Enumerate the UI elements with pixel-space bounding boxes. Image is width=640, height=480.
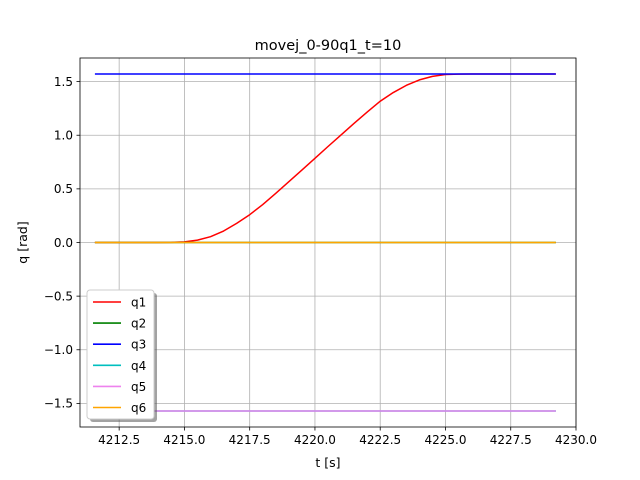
x-tick-label: 4225.0 <box>424 433 466 447</box>
x-axis-label: t [s] <box>315 455 340 470</box>
y-tick-label: 1.0 <box>54 129 73 143</box>
y-tick-label: 1.5 <box>54 75 73 89</box>
x-tick-label: 4215.0 <box>163 433 205 447</box>
legend-label-q3: q3 <box>131 338 146 352</box>
y-tick-label: 0.0 <box>54 236 73 250</box>
y-tick-label: −0.5 <box>44 289 73 303</box>
y-axis-label: q [rad] <box>15 221 30 263</box>
series-line-q1 <box>94 73 556 244</box>
x-tick-label: 4222.5 <box>359 433 401 447</box>
x-tick-label: 4227.5 <box>490 433 532 447</box>
legend-label-q5: q5 <box>131 380 146 394</box>
legend-label-q1: q1 <box>131 296 146 310</box>
y-tick-label: 0.5 <box>54 182 73 196</box>
series-lines <box>94 73 556 412</box>
x-tick-label: 4220.0 <box>294 433 336 447</box>
axis-ticks: 4212.5 4215.0 4217.5 4220.0 4222.5 4225.0 4227… <box>44 75 597 447</box>
legend: q1 q2 q3 q4 q5 q6 <box>86 289 157 422</box>
y-tick-label: −1.0 <box>44 343 73 357</box>
legend-label-q6: q6 <box>131 401 146 415</box>
x-tick-label: 4212.5 <box>98 433 140 447</box>
y-tick-label: −1.5 <box>44 397 73 411</box>
chart-title: movej_0-90q1_t=10 <box>255 38 402 54</box>
x-tick-label: 4230.0 <box>555 433 597 447</box>
legend-label-q4: q4 <box>131 359 146 373</box>
legend-label-q2: q2 <box>131 317 146 331</box>
x-tick-label: 4217.5 <box>229 433 271 447</box>
